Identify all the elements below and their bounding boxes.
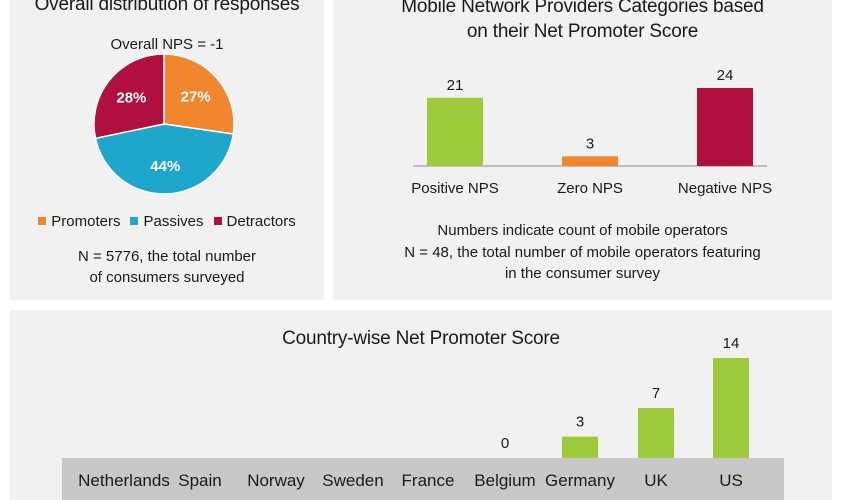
legend-swatch-promoters	[38, 217, 47, 225]
bar-value-zero-nps: 3	[586, 135, 594, 152]
bar-positive-nps	[427, 97, 483, 167]
pie-slice-passives	[94, 123, 235, 195]
country-label-spain: Spain	[178, 471, 221, 490]
country-label-us: US	[719, 471, 743, 490]
category-label-zero-nps: Zero NPS	[557, 180, 623, 197]
legend-swatch-detractors	[213, 217, 222, 225]
categories-bar-chart: 21 Positive NPS 3 Zero NPS 24 Negative NPS	[411, 67, 772, 197]
category-label-negative-nps: Negative NPS	[678, 180, 772, 197]
country-value-belgium: 0	[501, 435, 509, 452]
bar-value-negative-nps: 24	[717, 67, 734, 84]
country-label-france: France	[402, 471, 455, 490]
country-label-netherlands: Netherlands	[78, 471, 170, 490]
legend-swatch-passives	[130, 217, 139, 225]
categories-title-line1: Mobile Network Providers Categories base…	[401, 0, 764, 17]
country-bar-germany	[562, 436, 598, 458]
pie-slice-promoters	[163, 53, 235, 135]
categories-note-line2: N = 48, the total number of mobile opera…	[404, 244, 761, 261]
legend-label-detractors: Detractors	[226, 213, 296, 230]
country-nps-panel: Country-wise Net Promoter Score Netherla…	[10, 310, 832, 500]
pie-legend: Promoters Passives Detractors	[10, 213, 324, 230]
pie-slice-detractors	[93, 53, 165, 140]
category-label-positive-nps: Positive NPS	[411, 180, 499, 197]
legend-label-promoters: Promoters	[51, 213, 121, 230]
pie-chart: 27% 44% 28%	[93, 53, 235, 195]
pie-label-passives: 44%	[150, 158, 180, 175]
country-label-uk: UK	[644, 471, 668, 490]
country-label-sweden: Sweden	[322, 471, 383, 490]
pie-chart-title: Overall distribution of responses	[34, 0, 300, 15]
country-value-us: 14	[723, 335, 740, 352]
legend-item-promoters: Promoters	[38, 213, 120, 230]
bar-zero-nps	[562, 156, 618, 167]
pie-footnote-line2: of consumers surveyed	[89, 269, 245, 286]
legend-item-detractors: Detractors	[213, 213, 296, 230]
country-axis-band	[62, 458, 784, 500]
country-bar-us	[713, 358, 749, 458]
pie-footnote-line1: N = 5776, the total number	[77, 248, 257, 265]
country-bar-uk	[638, 408, 674, 458]
overall-distribution-panel: Overall distribution of responses Overal…	[10, 0, 324, 300]
categories-note-line1: Numbers indicate count of mobile operato…	[437, 222, 728, 239]
pie-label-promoters: 27%	[181, 89, 211, 106]
country-value-germany: 3	[576, 414, 584, 431]
pie-label-detractors: 28%	[116, 90, 146, 107]
legend-item-passives: Passives	[130, 213, 204, 230]
country-chart-title: Country-wise Net Promoter Score	[282, 328, 560, 349]
legend-label-passives: Passives	[143, 213, 204, 230]
bar-negative-nps	[697, 88, 753, 166]
country-label-belgium: Belgium	[474, 471, 535, 490]
overall-nps-label: Overall NPS = -1	[110, 36, 224, 53]
country-label-germany: Germany	[545, 471, 615, 490]
country-label-norway: Norway	[247, 471, 305, 490]
country-bar-chart: Netherlands Spain Norway Sweden France 0 Belgi…	[62, 335, 784, 500]
categories-title-line2: on their Net Promoter Score	[466, 21, 699, 42]
categories-note-line3: in the consumer survey	[504, 265, 661, 282]
country-value-uk: 7	[652, 385, 660, 402]
nps-categories-panel: Mobile Network Providers Categories base…	[333, 0, 832, 300]
bar-value-positive-nps: 21	[447, 77, 464, 94]
